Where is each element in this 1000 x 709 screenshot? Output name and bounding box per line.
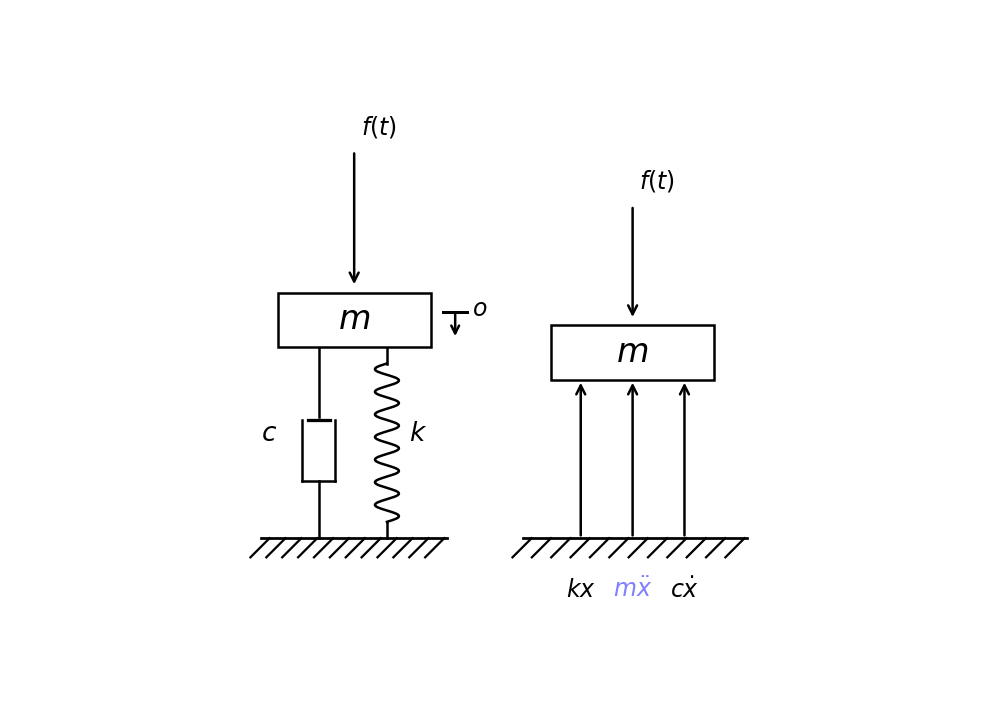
Text: $k$: $k$	[409, 421, 427, 447]
Text: $f(t)$: $f(t)$	[361, 113, 397, 140]
Text: $c\dot{x}$: $c\dot{x}$	[670, 577, 699, 603]
Text: $m$: $m$	[338, 303, 370, 336]
Text: $kx$: $kx$	[566, 578, 596, 602]
Text: $m$: $m$	[616, 336, 649, 369]
Text: $o$: $o$	[472, 297, 487, 321]
Bar	[551, 325, 714, 380]
Text: $m\ddot{x}$: $m\ddot{x}$	[613, 578, 652, 603]
Bar	[278, 293, 431, 347]
Text: $c$: $c$	[261, 421, 278, 447]
Text: $f(t)$: $f(t)$	[639, 168, 675, 194]
